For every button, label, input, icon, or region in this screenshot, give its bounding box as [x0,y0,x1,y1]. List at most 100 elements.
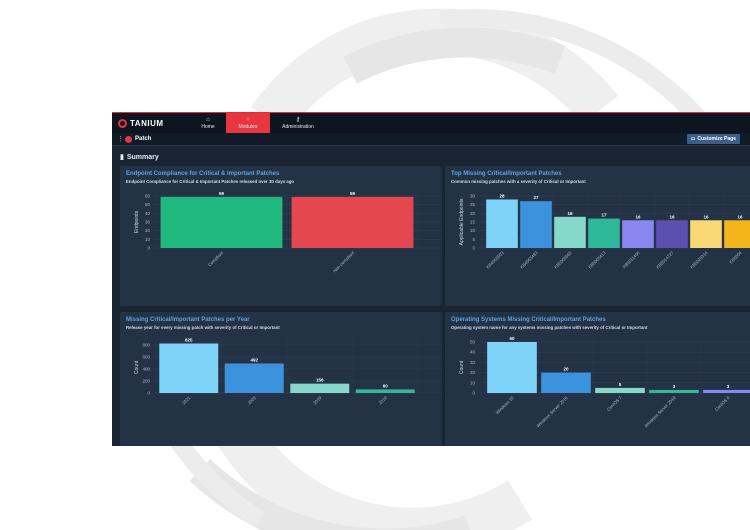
data-label: 492 [250,357,258,362]
y-tick-label: 0 [472,391,475,396]
summary-title: Summary [126,153,159,161]
panel-title: Endpoint Compliance for Critical & Impor… [126,171,280,177]
patches-per-year-chart: 0 200 400 600 800 Count 825 2021 492 2020 156 2019 6… [134,338,442,406]
logo-text: TANIUM [130,119,164,128]
data-label: 20 [563,367,569,372]
bar-chart-icon: ▮ [120,154,124,161]
nav-modules[interactable]: ⁘ Modules [226,113,270,133]
bar [703,389,750,393]
y-tick-label: 30 [145,220,151,225]
main-nav: ⌂ Home ⁘ Modules ⚷ Administration [190,113,326,133]
more-menu-icon[interactable]: ⋮ [117,136,124,143]
bar [588,218,620,248]
compliance-chart: 0 10 20 30 40 50 60 Endpoints 59 Compliant 59 Non-c… [134,191,442,273]
top-navigation-bar: TANIUM ⌂ Home ⁘ Modules ⚷ Administration [112,113,750,133]
bar [487,342,537,393]
x-tick-label: KB5014727 [655,250,675,270]
panel-title: Top Missing Critical/Important Patches [451,171,562,177]
x-tick-label: KB5004 [728,250,743,265]
panel-title: Operating Systems Missing Critical/Impor… [451,317,606,323]
operating-systems-chart: 0 10 20 30 40 50 Count 50 Windows 10 20 Windows Se… [459,336,750,429]
y-axis-label: Applicable Endpoints [459,198,465,245]
y-axis-label: Count [459,360,465,374]
y-tick-label: 800 [142,343,150,348]
bar [554,216,586,248]
summary-heading[interactable]: ▮ Summary [120,153,159,162]
panel-patches-per-year: Missing Critical/Important Patches per Y… [120,312,442,446]
bar [541,372,591,393]
y-tick-label: 25 [470,202,476,207]
data-label: 3 [727,384,730,389]
panel-operating-systems: Operating Systems Missing Critical/Impor… [445,312,750,446]
x-tick-label: KB5025314 [689,250,709,270]
nav-administration-label: Administration [282,123,314,130]
y-tick-label: 40 [145,211,151,216]
y-tick-label: 20 [145,228,151,233]
bar [290,383,350,393]
data-label: 825 [185,338,193,343]
bar [486,199,518,248]
bar [656,220,688,248]
x-tick-label: CentOS 8 [714,395,731,412]
data-label: 5 [619,382,622,387]
data-label: 16 [635,214,641,219]
y-tick-label: 40 [470,350,476,355]
panel-subtitle: Operating system name for any systems mi… [451,325,648,330]
y-tick-label: 10 [145,237,151,242]
y-tick-label: 0 [147,391,150,396]
y-tick-label: 30 [470,194,476,199]
x-tick-label: 2021 [181,395,192,406]
x-tick-label: KB5005413 [587,250,607,270]
data-label: 156 [316,378,324,383]
data-label: 17 [601,213,607,218]
grid-icon: ⁘ [245,116,251,123]
y-tick-label: 10 [470,228,476,233]
x-tick-label: KB4565503 [485,250,505,270]
data-label: 18 [567,211,573,216]
x-tick-label: KB5011406 [622,250,642,270]
data-label: 3 [673,384,676,389]
panel-endpoint-compliance: Endpoint Compliance for Critical & Impor… [120,166,442,306]
bar [595,387,645,393]
tanium-logo[interactable]: TANIUM [118,118,164,129]
nav-home[interactable]: ⌂ Home [190,113,226,133]
panel-top-missing-patches: Top Missing Critical/Important Patches C… [445,166,750,306]
x-tick-label: 2020 [247,395,258,406]
data-label: 28 [499,193,505,198]
panel-title: Missing Critical/Important Patches per Y… [126,317,250,323]
y-tick-label: 50 [470,340,476,345]
panel-subtitle: Common missing patches with a severity o… [451,179,586,184]
patch-module-icon [125,136,132,143]
nav-administration[interactable]: ⚷ Administration [270,113,326,133]
y-tick-label: 60 [145,194,151,199]
y-tick-label: 200 [142,379,150,384]
bar [291,196,414,248]
bar [649,389,699,393]
bar [622,220,654,248]
data-label: 27 [533,195,539,200]
x-tick-label: KB5005565 [553,250,573,270]
x-tick-label: KB4565483 [519,250,539,270]
bar [159,343,219,393]
bar [724,220,750,248]
data-label: 50 [509,336,515,341]
tanium-logo-icon [118,119,127,128]
nav-home-label: Home [201,123,215,130]
y-tick-label: 50 [145,202,151,207]
customize-page-button[interactable]: ▭ Customize Page [686,134,740,144]
x-tick-label: Windows Server 2019 [643,395,677,429]
module-bar: ⋮ Patch ▭ Customize Page [112,133,750,146]
y-tick-label: 0 [472,246,475,251]
bar [160,196,283,248]
x-tick-label: Compliant [207,250,225,268]
y-tick-label: 600 [142,355,150,360]
top-missing-patches-chart: 0 5 10 15 20 25 30 Applicable Endpoints 28 KB4565… [459,192,750,270]
panel-subtitle: Endpoint Compliance for Critical & Impor… [126,179,295,184]
bar [224,363,284,393]
y-tick-label: 20 [470,370,476,375]
x-tick-label: Windows Server 2016 [535,395,569,429]
y-tick-label: 20 [470,211,476,216]
customize-icon: ▭ [690,136,696,142]
x-tick-label: 2019 [312,395,323,406]
